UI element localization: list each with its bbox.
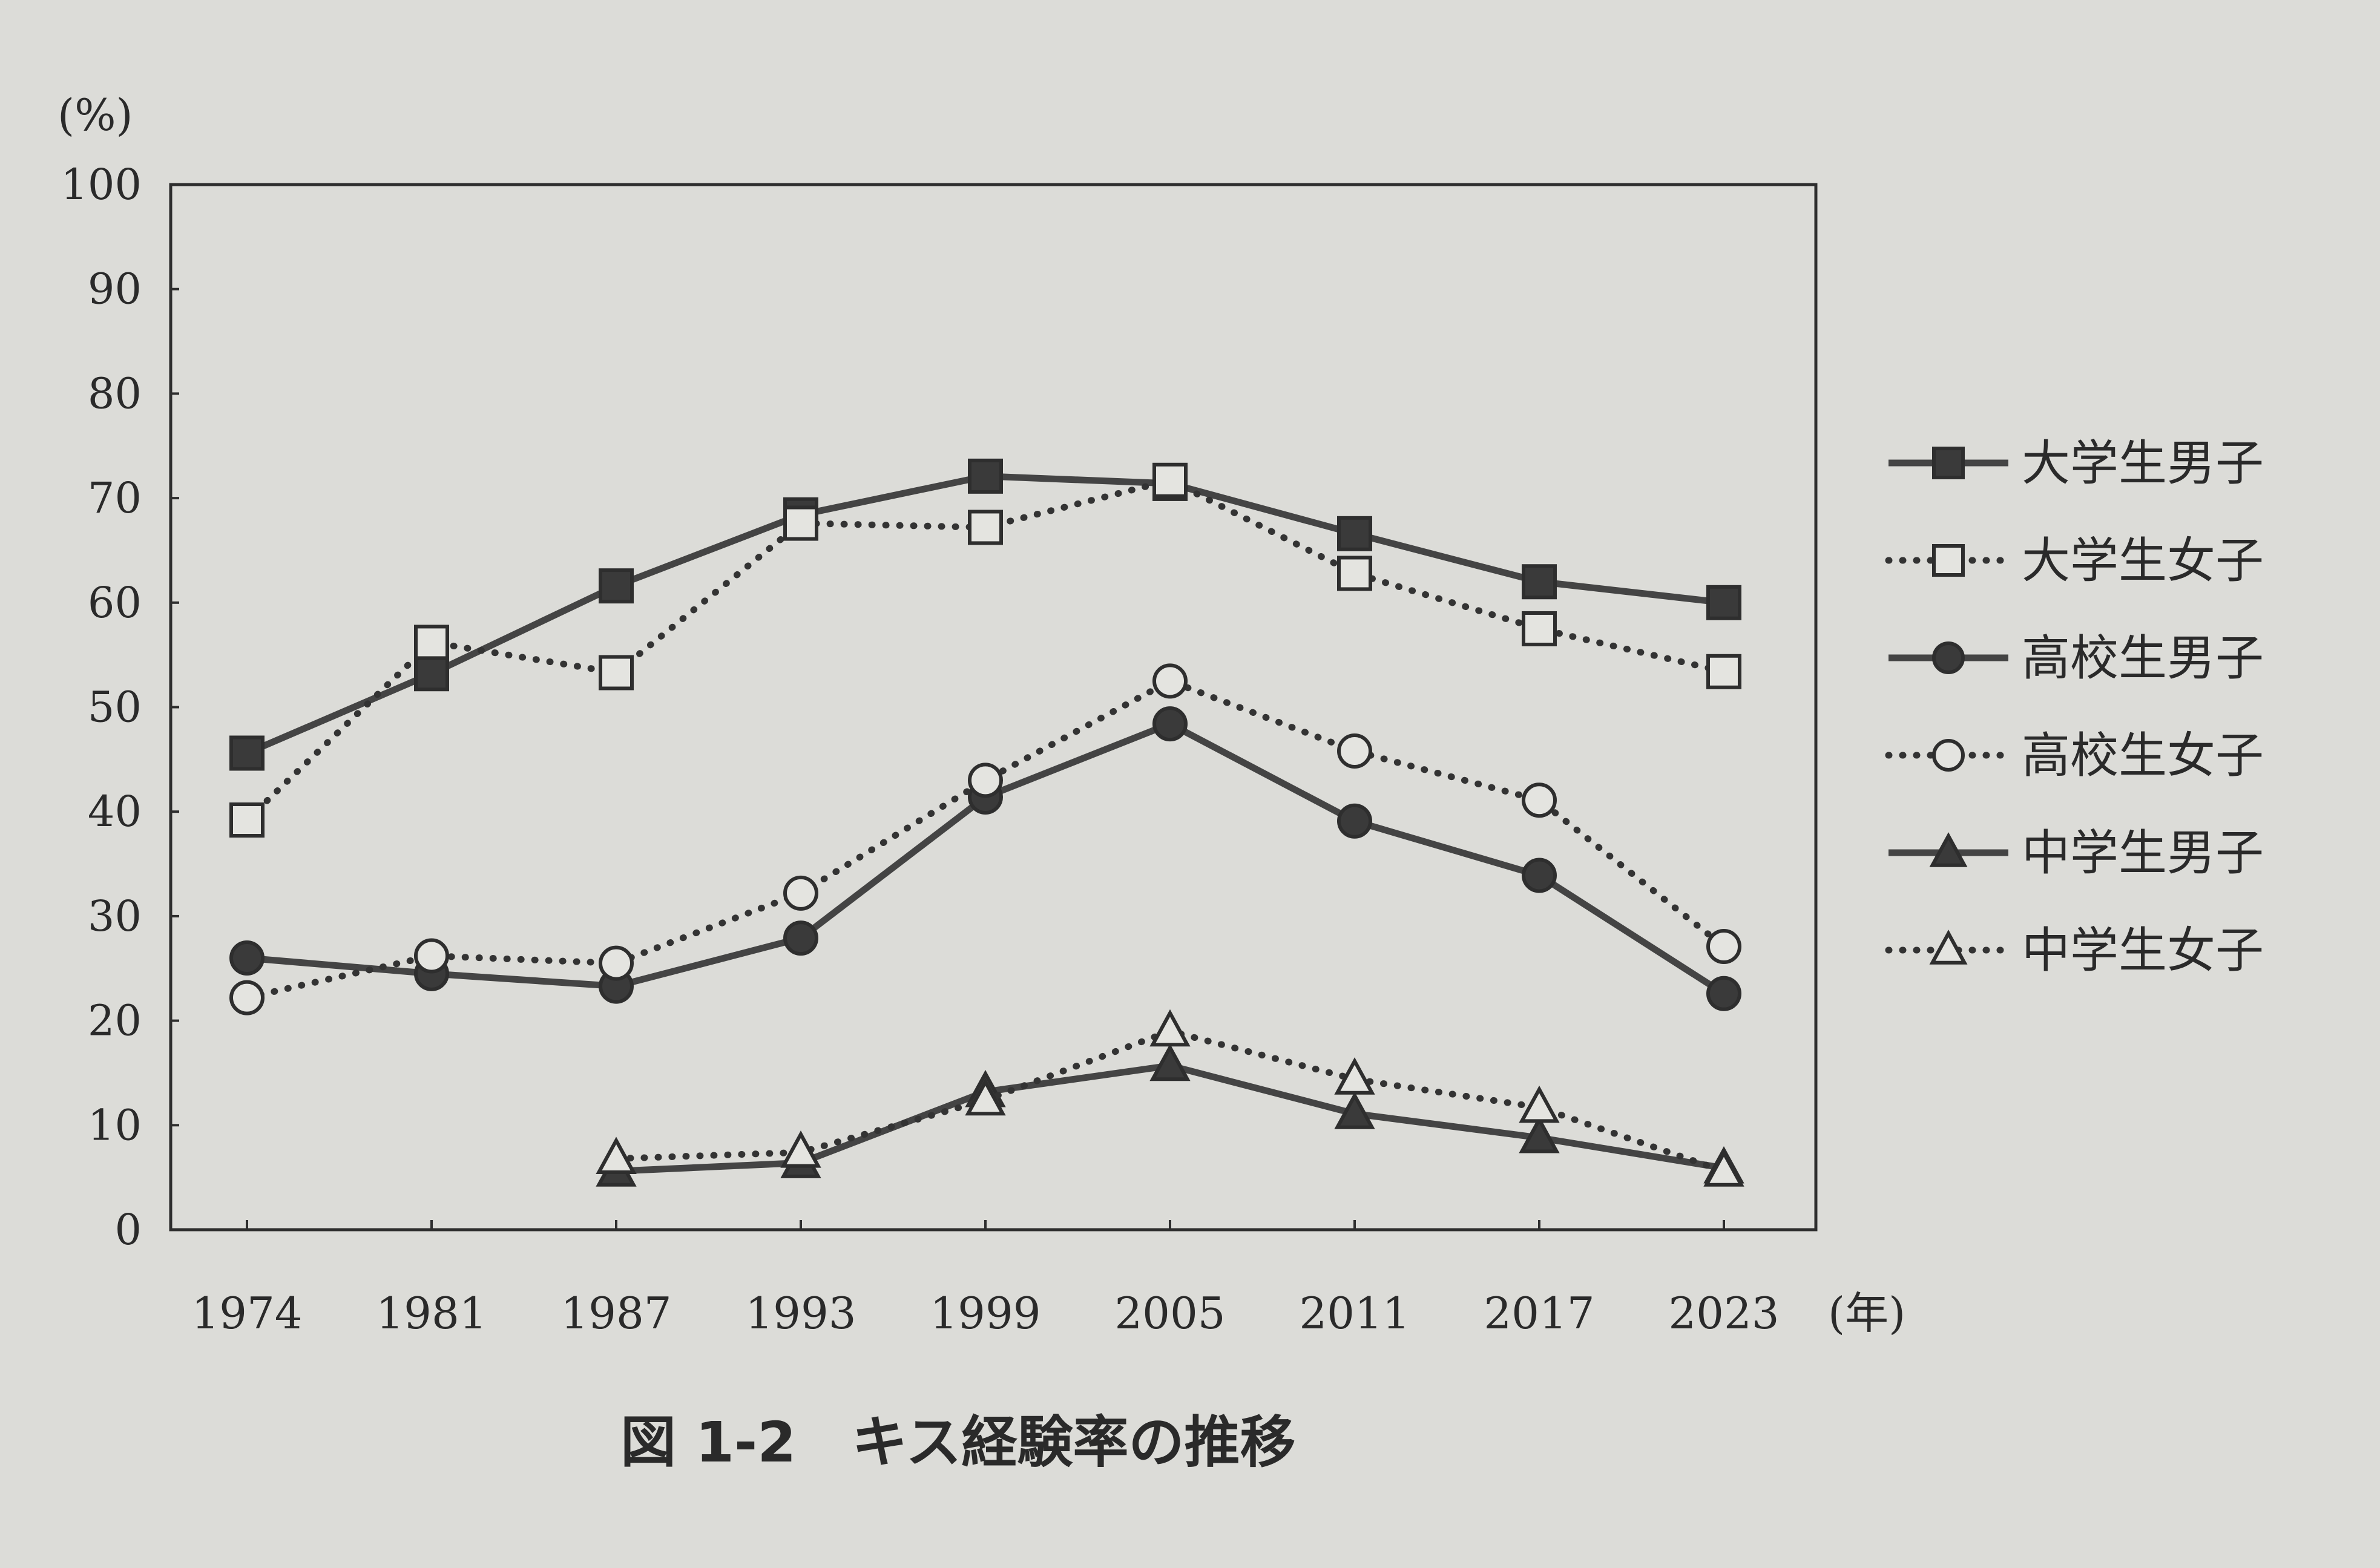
x-tick-label: 1974	[191, 1288, 302, 1339]
figure-caption: 図 1-2 キス経験率の推移	[620, 1410, 1295, 1475]
x-tick-label: 1999	[930, 1288, 1040, 1339]
series-line	[243, 677, 1727, 1002]
data-point	[1337, 803, 1372, 839]
data-point	[1152, 706, 1188, 742]
y-tick-label: 50	[88, 683, 142, 732]
y-tick-label: 100	[61, 160, 142, 209]
data-point	[1932, 544, 1965, 577]
data-point	[414, 625, 449, 660]
data-point	[968, 510, 1003, 545]
data-point	[599, 655, 634, 691]
data-point	[1149, 1043, 1191, 1081]
legend-label: 中学生女子	[2022, 922, 2264, 979]
data-point	[1932, 641, 1965, 674]
series-square-filled	[229, 458, 1741, 771]
data-point	[596, 1137, 637, 1174]
series-square-open	[229, 462, 1741, 838]
data-point	[599, 945, 634, 981]
x-tick-label: 2017	[1484, 1288, 1594, 1339]
legend-label: 高校生女子	[2022, 727, 2264, 784]
y-tick-label: 70	[88, 473, 142, 523]
data-point	[229, 980, 265, 1015]
data-point	[599, 568, 634, 604]
data-point	[968, 763, 1003, 798]
data-point	[783, 875, 818, 911]
series-circle-filled	[229, 706, 1741, 1011]
series-circle-open	[229, 663, 1741, 1015]
data-point	[1337, 733, 1372, 769]
data-point	[1706, 585, 1741, 620]
data-point	[1519, 1085, 1560, 1123]
x-tick-label: 2005	[1114, 1288, 1225, 1339]
x-tick-label: 1993	[745, 1288, 856, 1339]
y-tick-label: 30	[88, 891, 142, 941]
data-point	[1337, 516, 1372, 551]
data-point	[1522, 858, 1557, 893]
data-point	[414, 938, 449, 974]
y-tick-label: 90	[88, 264, 142, 314]
data-point	[1929, 832, 1968, 867]
data-point	[229, 940, 265, 976]
data-point	[1703, 1149, 1744, 1187]
y-tick-label: 20	[88, 996, 142, 1046]
data-point	[229, 735, 265, 771]
legend-label: 大学生男子	[2022, 435, 2264, 491]
data-point	[229, 802, 265, 838]
x-tick-label: 1981	[376, 1288, 487, 1339]
data-point	[1334, 1092, 1375, 1129]
data-point	[783, 505, 818, 541]
legend-label: 高校生男子	[2022, 630, 2264, 686]
data-point	[1522, 611, 1557, 646]
data-point	[1334, 1057, 1375, 1095]
data-point	[1152, 663, 1188, 699]
data-point	[1706, 654, 1741, 689]
y-tick-label: 40	[88, 787, 142, 836]
y-tick-label: 0	[114, 1205, 142, 1255]
data-point	[968, 458, 1003, 494]
x-tick-label: 2011	[1299, 1288, 1410, 1339]
data-point	[1337, 556, 1372, 591]
data-point	[414, 656, 449, 692]
y-tick-label: 80	[88, 369, 142, 418]
series-triangle-filled	[596, 1043, 1744, 1187]
data-point	[780, 1130, 821, 1168]
plot-frame	[169, 183, 1818, 1232]
legend-label: 大学生女子	[2022, 533, 2264, 589]
y-tick-label: 10	[88, 1100, 142, 1150]
y-axis-label: (%)	[58, 90, 133, 140]
data-point	[1706, 928, 1741, 964]
x-tick-label: 1987	[560, 1288, 671, 1339]
data-point	[1522, 564, 1557, 600]
data-point	[783, 920, 818, 956]
series-triangle-open	[596, 1009, 1744, 1187]
data-point	[965, 1078, 1006, 1116]
data-point	[1522, 782, 1557, 818]
data-point	[1932, 447, 1965, 479]
x-axis-label: (年)	[1828, 1288, 1905, 1339]
x-tick-label: 2023	[1668, 1288, 1779, 1339]
data-point	[1932, 739, 1965, 772]
data-point	[1929, 930, 1968, 965]
data-point	[1519, 1115, 1560, 1153]
data-point	[1706, 976, 1741, 1011]
data-point	[1149, 1009, 1191, 1047]
y-tick-label: 60	[88, 578, 142, 628]
data-point	[1152, 462, 1188, 498]
legend-label: 中学生男子	[2022, 825, 2264, 881]
